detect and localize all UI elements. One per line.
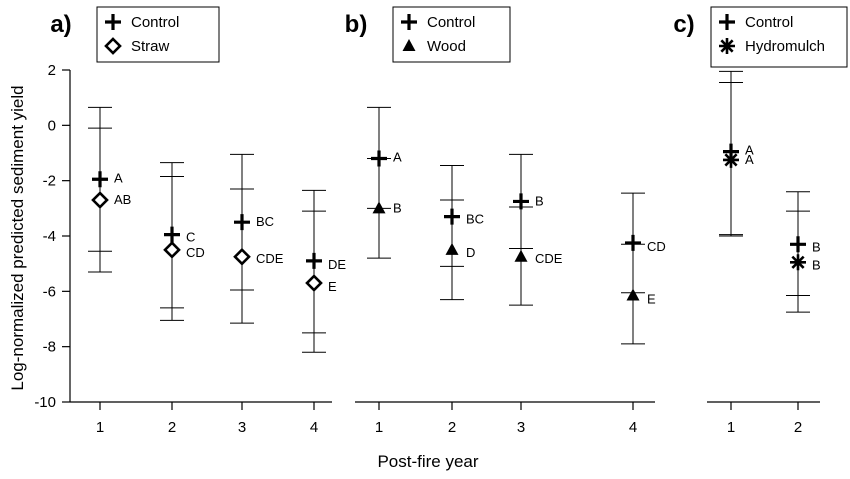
data-point-diamond — [305, 274, 323, 292]
significance-label: E — [328, 279, 337, 294]
y-tick-label: 2 — [48, 62, 56, 79]
significance-label: B — [812, 257, 821, 272]
significance-label: BC — [466, 212, 484, 227]
significance-label: CD — [186, 245, 205, 260]
legend-entry: Control — [131, 14, 179, 31]
legend-entry: Straw — [131, 38, 170, 55]
legend-entry: Control — [745, 14, 793, 31]
data-point-triangle — [626, 288, 640, 301]
significance-label: A — [114, 170, 123, 185]
legend: Control Hydromulch — [710, 6, 848, 68]
data-point-plus — [790, 236, 806, 253]
data-point-plus — [625, 234, 641, 251]
data-point-diamond — [163, 240, 181, 259]
x-tick-label: 1 — [96, 419, 104, 436]
data-point-triangle — [514, 249, 528, 262]
data-point-star — [723, 151, 739, 168]
chart-panel-1: a) Control Straw 1 2 3 4 -10 -8 -6 -4 -2 0 2 A C BC DE AB C… — [34, 6, 346, 436]
legend: Control Straw — [96, 6, 220, 63]
significance-label: C — [186, 230, 195, 245]
significance-label: BC — [256, 214, 274, 229]
legend-marker-star — [719, 38, 735, 54]
y-tick-label: -8 — [43, 339, 56, 356]
significance-label: B — [393, 200, 402, 215]
data-point-plus — [513, 193, 529, 210]
y-tick-label: -4 — [43, 228, 56, 245]
significance-label: D — [466, 245, 475, 260]
data-point-diamond — [233, 247, 251, 266]
chart-panel-3: c) Control Hydromulch 1 2 A B A B — [673, 6, 848, 436]
panel-letter: a) — [50, 11, 71, 38]
y-tick-label: -6 — [43, 283, 56, 300]
x-tick-label: 2 — [448, 419, 456, 436]
data-point-plus — [306, 252, 322, 269]
legend-frame — [392, 6, 511, 63]
y-tick-label: -2 — [43, 173, 56, 190]
panel-letter: b) — [345, 11, 368, 38]
legend-marker-plus — [105, 14, 121, 30]
legend-marker-triangle — [402, 39, 416, 51]
significance-label: AB — [114, 192, 131, 207]
legend-frame — [710, 6, 848, 68]
chart-panel-2: b) Control Wood 1 2 3 4 A BC B CD B D CDE E — [345, 6, 666, 436]
data-point-plus — [234, 214, 250, 231]
x-tick-label: 3 — [517, 419, 525, 436]
legend-marker-plus — [719, 14, 735, 30]
significance-label: B — [535, 193, 544, 208]
data-point-plus — [92, 171, 108, 188]
significance-label: CDE — [256, 251, 284, 266]
legend-marker-diamond — [104, 37, 122, 55]
significance-label: CDE — [535, 251, 563, 266]
legend-entry: Control — [427, 14, 475, 31]
data-point-diamond — [91, 191, 109, 209]
significance-label: E — [647, 291, 656, 306]
significance-label: A — [393, 150, 402, 165]
y-tick-label: -10 — [34, 394, 56, 411]
x-tick-label: 1 — [375, 419, 383, 436]
x-tick-label: 4 — [310, 419, 318, 436]
significance-label: A — [745, 143, 754, 158]
data-point-triangle — [372, 201, 386, 214]
x-tick-label: 2 — [794, 419, 802, 436]
legend-entry: Wood — [427, 38, 466, 55]
x-tick-label: 4 — [629, 419, 637, 436]
x-tick-label: 3 — [238, 419, 246, 436]
panel-letter: c) — [673, 11, 694, 38]
x-tick-label: 1 — [727, 419, 735, 436]
x-axis-title: Post-fire year — [377, 452, 478, 471]
data-point-plus — [444, 208, 460, 225]
legend: Control Wood — [392, 6, 511, 63]
y-tick-label: 0 — [48, 117, 56, 134]
data-point-plus — [164, 226, 180, 243]
significance-label: B — [812, 239, 821, 254]
legend-marker-plus — [401, 14, 417, 30]
significance-label: CD — [647, 239, 666, 254]
legend-frame — [96, 6, 220, 63]
y-axis-title: Log-normalized predicted sediment yield — [8, 85, 27, 390]
data-point-triangle — [445, 242, 459, 255]
x-tick-label: 2 — [168, 419, 176, 436]
significance-label: DE — [328, 257, 346, 272]
data-point-plus — [371, 150, 387, 167]
data-point-star — [790, 254, 806, 271]
legend-entry: Hydromulch — [745, 38, 825, 55]
significance-label: A — [745, 152, 754, 167]
